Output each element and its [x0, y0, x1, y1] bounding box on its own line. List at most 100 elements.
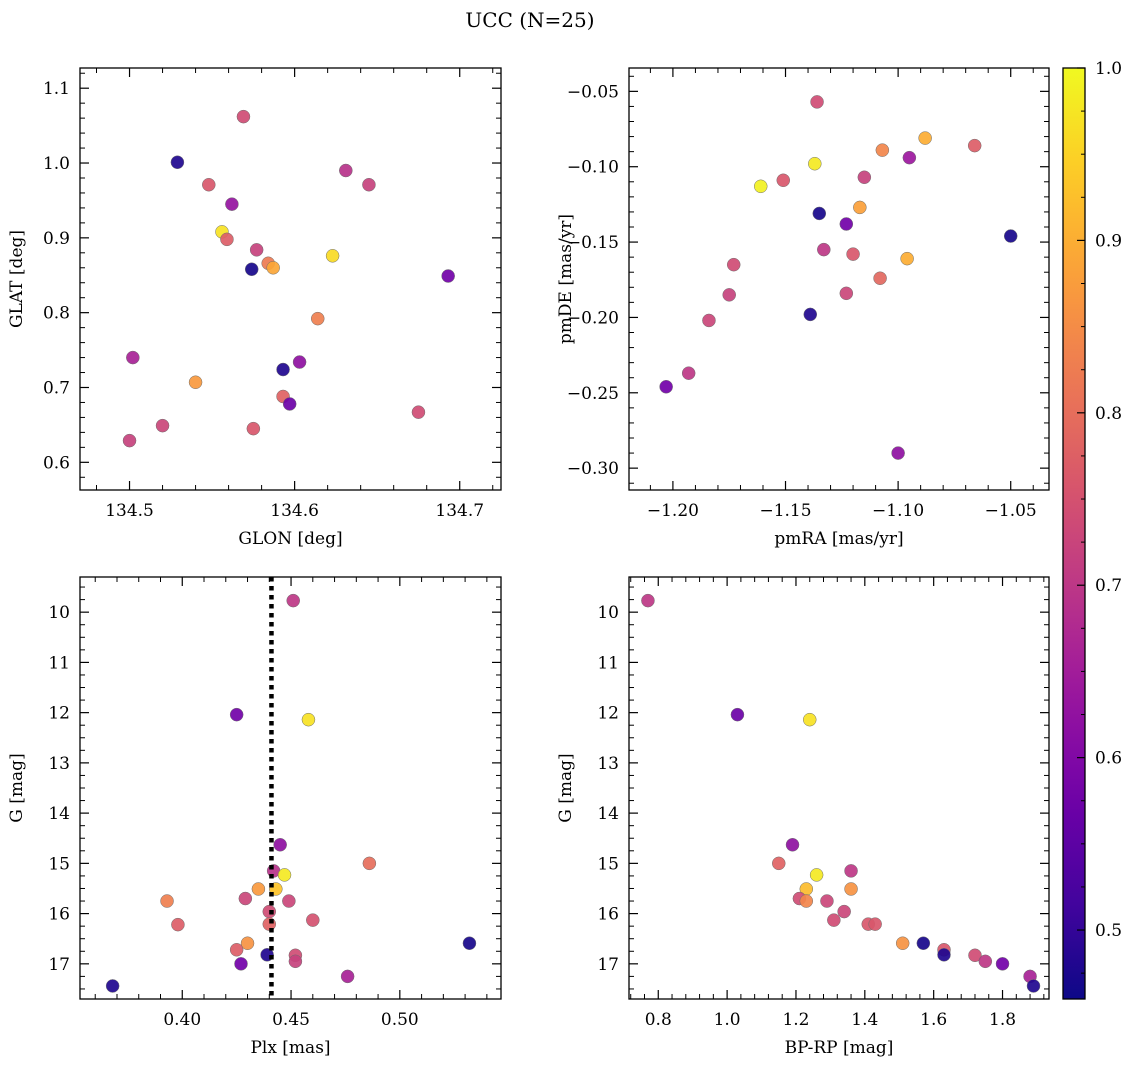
x-tick-label: −1.15	[759, 501, 811, 521]
scatter-point	[846, 247, 860, 261]
axes-frame	[628, 576, 1050, 1000]
y-tick-label: 16	[597, 905, 619, 925]
scatter-point	[875, 143, 890, 157]
y-tick-label: 14	[48, 804, 70, 824]
y-tick-label: 11	[597, 653, 619, 673]
x-tick-label: 1.8	[989, 1010, 1016, 1030]
x-tick-label: 0.8	[645, 1010, 672, 1030]
scatter-point	[188, 375, 203, 390]
scatter-point	[266, 261, 280, 275]
scatter-point	[306, 913, 320, 927]
scatter-point	[809, 868, 824, 882]
scatter-point	[325, 249, 340, 263]
colorbar-tick-label: 0.9	[1095, 231, 1122, 251]
y-axis-label: pmDE [mas/yr]	[556, 214, 576, 344]
x-axis-label: pmRA [mas/yr]	[774, 529, 903, 549]
y-tick-label: 14	[597, 804, 619, 824]
scatter-point	[900, 251, 914, 266]
y-tick-label: 1.1	[43, 79, 70, 99]
scatter-point	[244, 262, 259, 277]
scatter-point	[641, 593, 655, 608]
scatter-point	[891, 446, 905, 460]
y-tick-label: 13	[48, 754, 70, 774]
scatter-point	[286, 593, 300, 608]
scatter-point	[238, 891, 253, 906]
scatter-point	[681, 366, 696, 380]
y-tick-label: 0.8	[43, 304, 70, 324]
colorbar-tick-label: 0.5	[1095, 921, 1122, 941]
scatter-point	[234, 957, 248, 971]
scatter-point	[441, 269, 455, 283]
scatter-point	[895, 936, 910, 950]
scatter-point	[170, 155, 185, 170]
x-tick-label: 1.6	[920, 1010, 947, 1030]
scatter-point	[776, 173, 791, 188]
scatter-point	[817, 242, 831, 257]
scatter-point	[411, 405, 426, 419]
scatter-point	[246, 421, 261, 436]
scatter-point	[292, 355, 307, 369]
scatter-point	[967, 138, 982, 153]
y-tick-label: 1.0	[43, 154, 70, 174]
scatter-point	[362, 856, 377, 871]
x-tick-label: 0.40	[163, 1010, 201, 1030]
scatter-point	[808, 156, 822, 171]
scatter-point	[702, 313, 716, 328]
scatter-point	[277, 868, 292, 882]
panel-3: 0.40 0.45 0.50 10 11 12 13 14 15 16 17 Plx [mas] G […	[7, 576, 502, 1058]
y-tick-label: 17	[48, 955, 70, 975]
scatter-point	[844, 882, 858, 896]
scatter-point	[225, 197, 239, 211]
y-tick-label: 0.9	[43, 229, 70, 249]
scatter-point	[462, 936, 477, 950]
x-tick-label: 134.7	[435, 501, 484, 521]
y-tick-label: 15	[597, 854, 619, 874]
x-tick-label: 0.50	[381, 1010, 419, 1030]
scatter-point	[171, 917, 185, 932]
x-tick-label: 1.2	[782, 1010, 809, 1030]
colorbar-frame	[1062, 67, 1086, 1000]
panels: 134.5 134.6 134.7 0.6 0.7 0.8 0.9 1.0 1.1 GLON [d…	[7, 67, 1050, 1058]
scatter-point	[726, 257, 741, 272]
y-tick-label: 10	[48, 603, 70, 623]
panel-2: −1.20 −1.15 −1.10 −1.05 −0.30 −0.25 −0.20 −0.15…	[556, 67, 1050, 549]
scatter-point	[857, 170, 872, 185]
scatter-point	[659, 380, 673, 394]
scatter-point	[730, 707, 745, 722]
y-axis-label: GLAT [deg]	[7, 230, 27, 328]
y-tick-label: 0.6	[43, 453, 70, 473]
scatter-point	[236, 109, 251, 124]
scatter-point	[276, 362, 290, 377]
scatter-point	[722, 288, 736, 302]
x-axis-label: GLON [deg]	[238, 529, 342, 549]
scatter-point	[968, 948, 982, 963]
y-tick-label: 12	[48, 704, 70, 724]
x-axis-label: BP-RP [mag]	[785, 1038, 894, 1058]
scatter-point	[916, 936, 931, 950]
scatter-point	[126, 350, 140, 365]
scatter-point	[844, 864, 858, 878]
colorbar-gradient	[1063, 68, 1085, 999]
scatter-point	[251, 882, 266, 896]
scatter-point	[873, 271, 887, 285]
scatter-point	[820, 894, 834, 908]
scatter-point	[240, 936, 255, 950]
y-tick-label: 16	[48, 905, 70, 925]
scatter-point	[853, 200, 867, 215]
scatter-point	[937, 948, 951, 962]
scatter-point	[772, 856, 786, 871]
x-tick-label: 134.6	[270, 501, 319, 521]
scatter-point	[839, 217, 854, 231]
x-tick-label: 134.5	[105, 501, 154, 521]
scatter-point	[812, 206, 827, 221]
scatter-point	[155, 418, 170, 433]
y-tick-label: 12	[597, 704, 619, 724]
y-tick-label: 11	[48, 653, 70, 673]
scatter-point	[902, 150, 917, 165]
scatter-point	[802, 712, 817, 727]
colorbar: 0.5 0.6 0.7 0.8 0.9 1.0	[1062, 59, 1122, 1000]
scatter-point	[229, 707, 244, 722]
scatter-point	[803, 307, 818, 322]
